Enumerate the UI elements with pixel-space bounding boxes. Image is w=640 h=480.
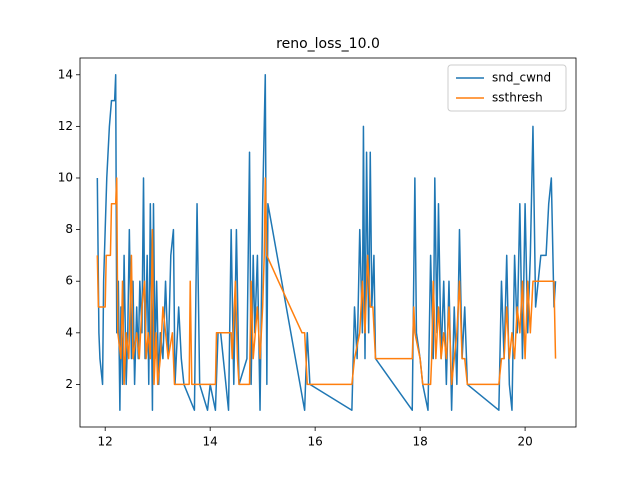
legend-label: ssthresh <box>492 91 543 105</box>
legend-box <box>447 64 567 112</box>
y-tick-label: 4 <box>65 325 73 339</box>
y-tick-label: 14 <box>58 67 73 81</box>
y-tick-label: 12 <box>58 119 73 133</box>
x-tick-label: 12 <box>98 435 113 449</box>
series-line <box>96 74 557 411</box>
x-tick-label: 18 <box>412 435 427 449</box>
legend-label: snd_cwnd <box>492 71 551 85</box>
x-tick-label: 20 <box>517 435 532 449</box>
plot-frame <box>79 57 577 428</box>
y-tick-label: 6 <box>65 274 73 288</box>
x-tick-label: 14 <box>203 435 218 449</box>
y-tick-label: 8 <box>65 222 73 236</box>
plot-lines <box>96 74 557 411</box>
x-tick-label: 16 <box>308 435 323 449</box>
y-tick-label: 10 <box>58 170 73 184</box>
legend: snd_cwnd ssthresh <box>447 64 567 112</box>
chart-title: reno_loss_10.0 <box>276 36 380 52</box>
series-line <box>96 177 557 386</box>
y-tick-label: 2 <box>65 377 73 391</box>
